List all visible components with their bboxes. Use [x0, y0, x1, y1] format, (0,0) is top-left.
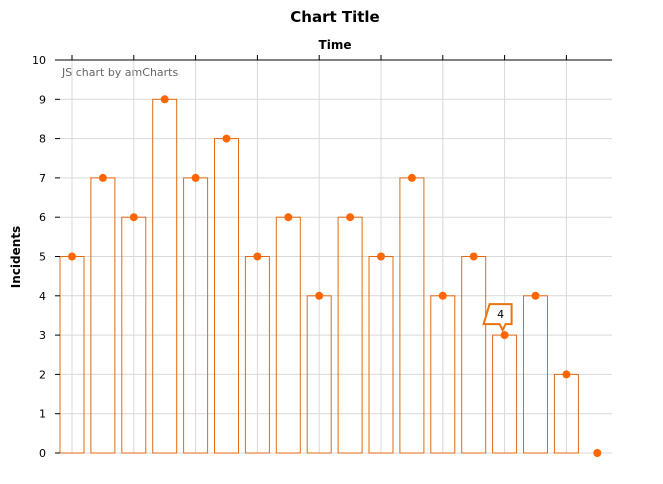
data-point[interactable] — [562, 370, 571, 379]
data-point[interactable] — [377, 252, 385, 261]
x-axis-title: Time — [319, 38, 352, 52]
y-tick-label: 2 — [39, 368, 46, 381]
data-point[interactable] — [469, 252, 478, 261]
data-point[interactable] — [284, 213, 293, 222]
data-point[interactable] — [407, 173, 416, 182]
data-point[interactable] — [222, 134, 231, 143]
data-point[interactable] — [438, 291, 447, 300]
y-tick-label: 0 — [39, 447, 46, 460]
data-point[interactable] — [346, 213, 355, 222]
tooltip-text: 4 — [497, 308, 504, 321]
y-axis-title: Incidents — [9, 226, 23, 288]
y-tick-label: 4 — [39, 290, 46, 303]
y-tick-label: 3 — [39, 329, 46, 342]
data-point[interactable] — [68, 252, 76, 261]
data-point[interactable] — [531, 291, 540, 300]
point-layer — [68, 95, 602, 457]
data-point[interactable] — [253, 252, 262, 261]
tooltip-balloon — [482, 303, 513, 333]
chart-title: Chart Title — [290, 8, 379, 26]
grid-layer — [60, 60, 612, 454]
y-tick-label: 9 — [39, 93, 46, 106]
y-tick-label: 1 — [39, 408, 46, 421]
data-point[interactable] — [593, 449, 602, 457]
balloon-layer: 4 — [482, 303, 513, 333]
bar[interactable] — [152, 98, 178, 454]
data-point[interactable] — [160, 95, 169, 104]
bar[interactable] — [399, 177, 425, 454]
y-tick-label: 8 — [39, 133, 46, 146]
chart-credit[interactable]: JS chart by amCharts — [61, 66, 178, 79]
bar[interactable] — [461, 256, 487, 454]
y-tick-label: 7 — [39, 172, 46, 185]
data-point[interactable] — [191, 173, 200, 182]
data-point[interactable] — [129, 213, 138, 222]
axis-layer: 0 1 2 3 4 5 6 7 8 9 10 — [32, 54, 612, 460]
data-point[interactable] — [98, 173, 107, 182]
y-tick-label: 10 — [32, 54, 46, 67]
data-point[interactable] — [315, 291, 324, 300]
bar[interactable] — [90, 177, 116, 454]
y-tick-label: 5 — [39, 251, 46, 264]
y-tick-label: 6 — [39, 211, 46, 224]
data-point[interactable] — [500, 331, 509, 340]
